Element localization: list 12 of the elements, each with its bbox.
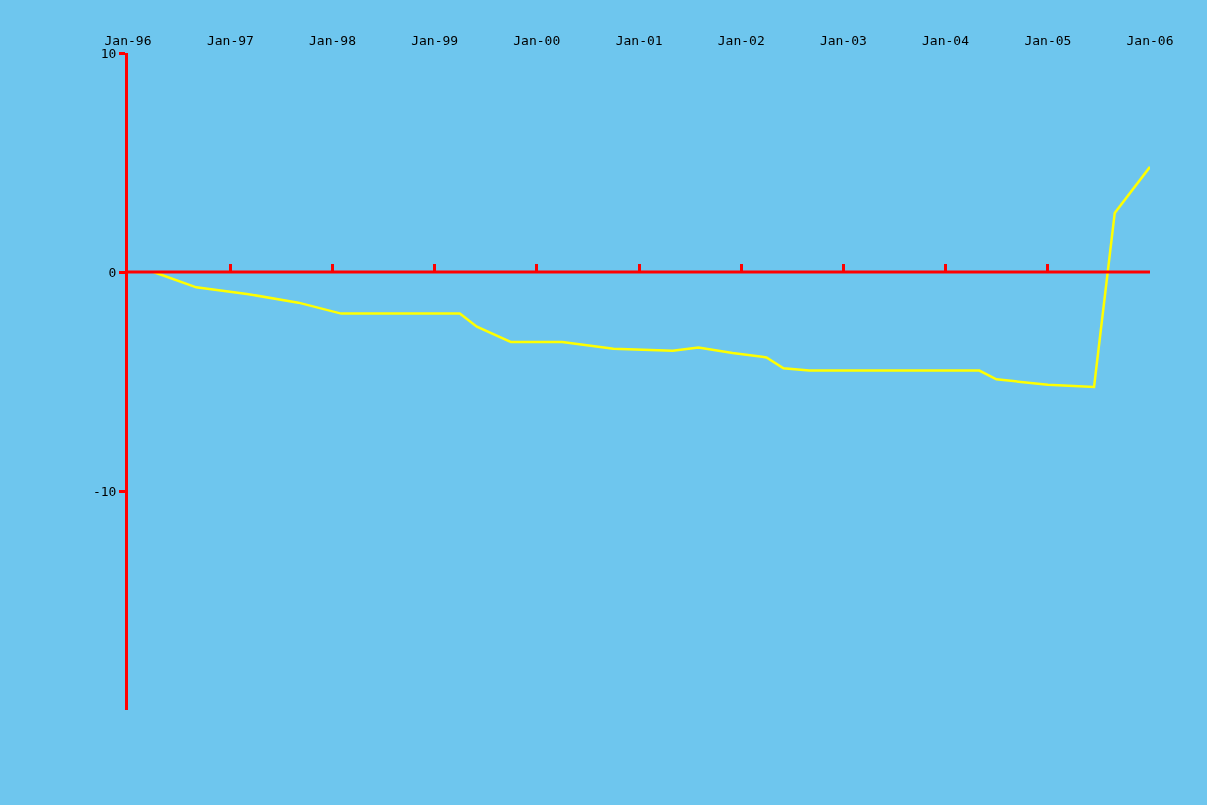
x-tick-label: Jan-03 bbox=[819, 33, 867, 49]
x-tick-label: Jan-01 bbox=[615, 33, 663, 49]
y-tick-label: 0 bbox=[108, 264, 117, 280]
x-tick-label: Jan-04 bbox=[922, 33, 970, 49]
y-tick-label: -10 bbox=[92, 483, 117, 499]
x-tick-label: Jan-05 bbox=[1024, 33, 1072, 49]
x-tick-label: Jan-99 bbox=[411, 33, 459, 49]
x-tick-label: Jan-97 bbox=[206, 33, 254, 49]
x-tick-label: Jan-00 bbox=[513, 33, 561, 49]
x-tick-label: Jan-02 bbox=[717, 33, 765, 49]
x-tick-label: Jan-98 bbox=[309, 33, 356, 49]
x-tick-label: Jan-06 bbox=[1126, 33, 1174, 49]
